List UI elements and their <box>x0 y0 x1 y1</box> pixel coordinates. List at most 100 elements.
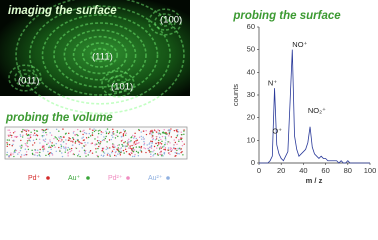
atom <box>45 134 48 136</box>
atom <box>173 139 175 141</box>
atom <box>152 151 154 153</box>
atom <box>46 143 48 146</box>
atom <box>163 129 165 131</box>
atom <box>157 141 160 144</box>
atom <box>138 128 140 131</box>
atom <box>173 144 175 146</box>
atom <box>44 138 47 140</box>
atom <box>96 143 98 145</box>
atom <box>176 129 179 131</box>
atom <box>14 148 17 151</box>
fim-image <box>0 0 190 96</box>
atom <box>93 130 96 133</box>
atom <box>159 146 162 148</box>
atom <box>51 145 54 147</box>
atom <box>45 128 48 131</box>
atom <box>87 142 89 144</box>
atom <box>81 137 83 139</box>
atom <box>36 134 38 136</box>
atom <box>176 152 179 155</box>
atom <box>19 134 22 136</box>
atom <box>145 133 148 136</box>
atom <box>85 132 87 135</box>
atom <box>145 151 147 154</box>
atom <box>164 148 167 151</box>
peak-label: NO⁺ <box>292 40 307 49</box>
atom <box>89 128 91 130</box>
atom <box>77 134 79 137</box>
atom <box>81 147 83 149</box>
atom <box>183 133 185 136</box>
atom <box>162 155 164 157</box>
fim-rings <box>8 0 185 115</box>
atom <box>183 143 185 145</box>
atom <box>115 150 117 153</box>
atom <box>10 154 12 156</box>
atom <box>43 147 46 150</box>
atom <box>113 144 115 146</box>
y-tick-label: 20 <box>247 113 255 122</box>
ring <box>19 73 31 83</box>
atom <box>17 153 19 155</box>
atom <box>43 144 45 147</box>
atom <box>42 131 44 133</box>
atom <box>69 148 71 150</box>
atom <box>31 149 33 151</box>
atom <box>45 154 47 157</box>
atom <box>37 152 39 154</box>
atom <box>79 130 82 132</box>
atom <box>152 155 154 157</box>
atom <box>169 131 171 133</box>
atom <box>21 131 23 133</box>
atom <box>61 139 63 141</box>
atom <box>128 153 130 155</box>
atom <box>148 151 151 153</box>
atom <box>24 153 27 156</box>
atom <box>140 145 143 148</box>
atom <box>9 131 12 134</box>
atom <box>77 128 79 131</box>
legend-label: Au⁺ <box>68 175 81 182</box>
ring <box>29 5 171 105</box>
atom <box>47 128 49 130</box>
atom <box>112 128 114 131</box>
y-tick-label: 10 <box>247 135 255 144</box>
atom <box>83 131 86 134</box>
atom <box>108 139 111 141</box>
atom <box>97 132 100 135</box>
atom <box>48 146 50 149</box>
atom <box>28 130 30 132</box>
atom <box>126 145 128 147</box>
atom <box>127 142 130 144</box>
atom <box>155 142 157 145</box>
atom <box>135 137 138 140</box>
atom <box>173 146 175 149</box>
atom <box>77 139 79 141</box>
atom <box>132 149 134 151</box>
atom <box>129 147 131 149</box>
atom <box>19 145 21 147</box>
atom <box>178 139 180 141</box>
peak-label: N⁺ <box>268 79 277 88</box>
atom <box>118 132 121 134</box>
atom <box>29 134 31 137</box>
atom <box>41 146 44 148</box>
atom <box>8 155 10 158</box>
atom <box>72 141 74 143</box>
atom <box>155 138 158 140</box>
atom <box>143 147 145 149</box>
atom <box>47 142 49 144</box>
atom <box>173 129 176 132</box>
atom <box>34 149 37 152</box>
atom <box>21 144 23 147</box>
atom <box>132 151 135 153</box>
atom <box>181 133 183 136</box>
atom <box>150 153 152 155</box>
atom <box>65 146 67 148</box>
atom <box>13 139 15 142</box>
atom <box>50 134 53 136</box>
atom <box>11 134 13 137</box>
atom <box>150 145 153 148</box>
atom <box>154 139 157 141</box>
atom <box>41 145 44 147</box>
